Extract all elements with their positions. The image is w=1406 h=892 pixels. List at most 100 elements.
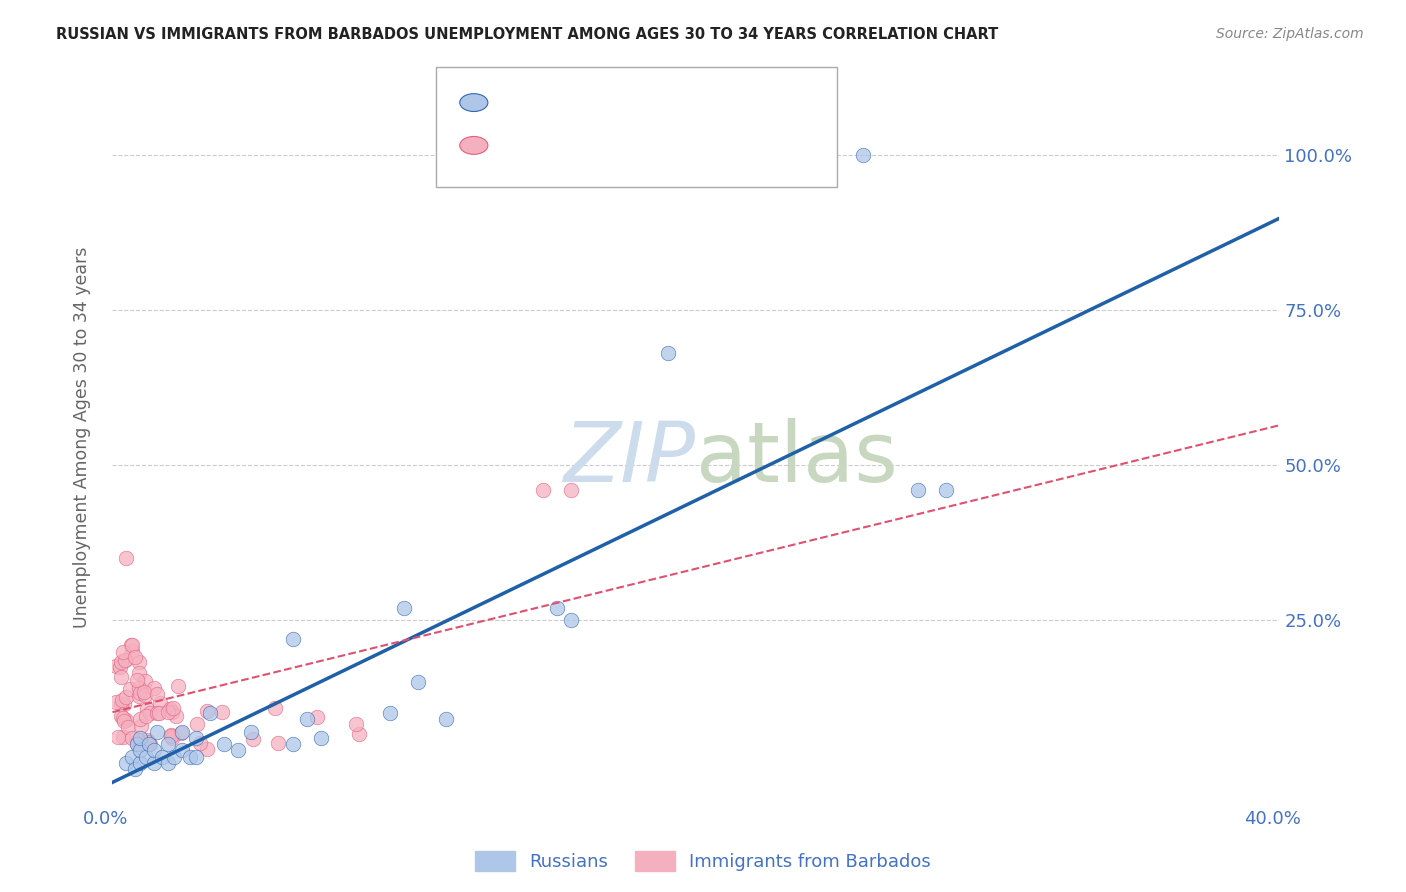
Point — [115, 756, 138, 770]
Point — [139, 737, 162, 751]
Point — [157, 705, 180, 719]
Point — [179, 749, 201, 764]
Point — [157, 756, 180, 770]
Point — [148, 706, 170, 721]
Point — [935, 483, 957, 497]
Point — [121, 749, 143, 764]
Point — [165, 708, 187, 723]
Point — [138, 737, 160, 751]
Point — [546, 600, 568, 615]
Point — [136, 733, 159, 747]
Point — [129, 686, 152, 700]
Point — [657, 346, 679, 360]
Point — [128, 656, 150, 670]
Point — [136, 702, 159, 716]
Text: 0.124: 0.124 — [550, 136, 602, 154]
Point — [121, 731, 143, 745]
Point — [159, 702, 181, 716]
Point — [115, 713, 138, 727]
Text: 73: 73 — [673, 136, 697, 154]
Text: RUSSIAN VS IMMIGRANTS FROM BARBADOS UNEMPLOYMENT AMONG AGES 30 TO 34 YEARS CORRE: RUSSIAN VS IMMIGRANTS FROM BARBADOS UNEM… — [56, 27, 998, 42]
Point — [145, 706, 167, 720]
Point — [135, 749, 157, 764]
Point — [143, 743, 166, 757]
Point — [162, 749, 184, 764]
Point — [111, 711, 134, 725]
Point — [434, 713, 457, 727]
Point — [110, 698, 132, 712]
Point — [281, 737, 304, 751]
Point — [124, 762, 146, 776]
Point — [152, 749, 174, 764]
Point — [160, 729, 183, 743]
Text: R =: R = — [502, 136, 538, 154]
Text: 0.0%: 0.0% — [83, 810, 128, 828]
Point — [128, 713, 150, 727]
Point — [170, 724, 193, 739]
Point — [112, 697, 135, 711]
Point — [110, 655, 132, 669]
Point — [160, 705, 183, 719]
Point — [242, 731, 264, 746]
Point — [128, 689, 150, 703]
Point — [110, 670, 132, 684]
Point — [160, 731, 183, 745]
Point — [264, 701, 287, 715]
Point — [134, 674, 156, 689]
Text: atlas: atlas — [696, 418, 897, 499]
Point — [406, 675, 429, 690]
Text: 0.677: 0.677 — [550, 94, 602, 112]
Point — [394, 600, 416, 615]
Point — [162, 701, 184, 715]
Text: 39: 39 — [673, 94, 697, 112]
Point — [111, 693, 134, 707]
Point — [129, 719, 152, 733]
Point — [309, 731, 332, 745]
Point — [138, 706, 160, 721]
Point — [132, 685, 155, 699]
Point — [124, 650, 146, 665]
Point — [560, 613, 582, 627]
Point — [114, 653, 136, 667]
Point — [169, 726, 191, 740]
Point — [142, 681, 165, 696]
Point — [134, 688, 156, 702]
Text: N =: N = — [626, 94, 662, 112]
Point — [128, 681, 150, 695]
Point — [266, 736, 288, 750]
Point — [160, 728, 183, 742]
Legend: Russians, Immigrants from Barbados: Russians, Immigrants from Barbados — [468, 844, 938, 879]
Point — [129, 731, 152, 745]
Text: R =: R = — [502, 94, 538, 112]
Point — [226, 743, 249, 757]
Point — [105, 695, 128, 709]
Point — [118, 682, 141, 697]
Point — [125, 673, 148, 687]
Y-axis label: Unemployment Among Ages 30 to 34 years: Unemployment Among Ages 30 to 34 years — [73, 246, 91, 628]
Point — [112, 714, 135, 728]
Point — [112, 645, 135, 659]
Point — [121, 638, 143, 652]
Point — [281, 632, 304, 646]
Point — [121, 643, 143, 657]
Point — [121, 638, 143, 652]
Point — [295, 713, 318, 727]
Point — [195, 704, 218, 718]
Point — [129, 743, 152, 757]
Point — [560, 483, 582, 497]
Point — [128, 733, 150, 747]
Point — [127, 737, 149, 751]
Point — [307, 709, 329, 723]
Point — [347, 727, 370, 741]
Point — [184, 731, 207, 745]
Text: N =: N = — [626, 136, 662, 154]
Point — [125, 738, 148, 752]
Point — [146, 687, 169, 701]
Point — [136, 734, 159, 748]
Point — [198, 706, 221, 721]
Point — [115, 551, 138, 566]
Text: Source: ZipAtlas.com: Source: ZipAtlas.com — [1216, 27, 1364, 41]
Point — [184, 749, 207, 764]
Point — [108, 660, 131, 674]
Point — [346, 716, 368, 731]
